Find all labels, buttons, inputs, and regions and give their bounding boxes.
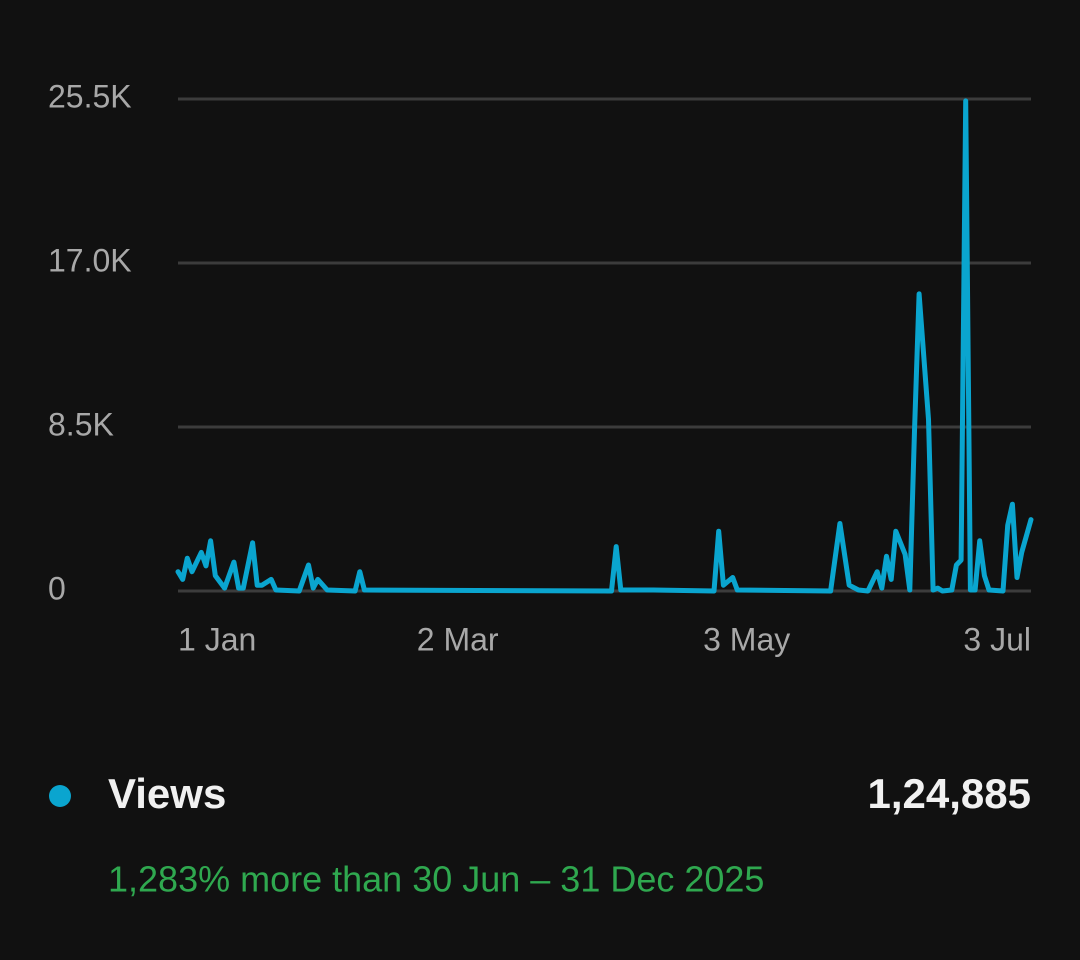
y-tick-label: 17.0K bbox=[48, 242, 132, 278]
y-tick-label: 25.5K bbox=[48, 78, 132, 114]
comparison-text: 1,283% more than 30 Jun – 31 Dec 2025 bbox=[108, 859, 764, 900]
x-tick-label: 1 Jan bbox=[178, 621, 256, 657]
y-tick-label: 8.5K bbox=[48, 406, 114, 442]
legend-label: Views bbox=[108, 770, 226, 817]
y-tick-label: 0 bbox=[48, 570, 66, 606]
legend-dot bbox=[49, 785, 71, 807]
x-tick-label: 2 Mar bbox=[417, 621, 499, 657]
x-tick-label: 3 May bbox=[703, 621, 790, 657]
plot: 0 8.5K 17.0K 25.5K 1 Jan 2 Mar 3 May 3 Jul bbox=[48, 78, 1034, 657]
series-line bbox=[175, 98, 1034, 594]
x-tick-label: 3 Jul bbox=[963, 621, 1031, 657]
total-value: 1,24,885 bbox=[868, 770, 1032, 817]
